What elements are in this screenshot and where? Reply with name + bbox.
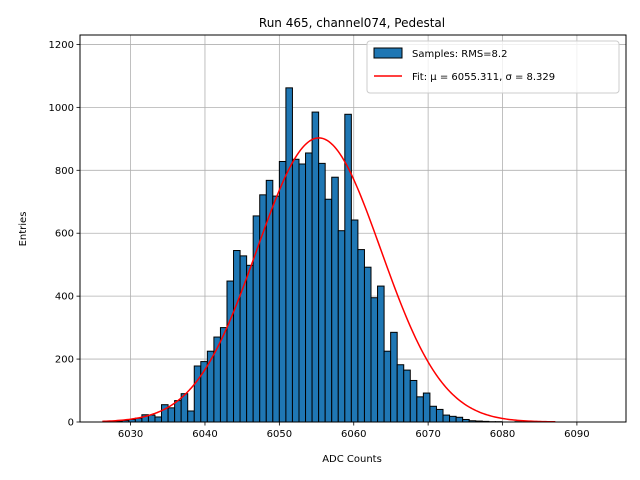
histogram-bar xyxy=(311,111,320,423)
histogram-bar xyxy=(213,336,221,423)
histogram-bar xyxy=(344,113,352,423)
x-tick-label: 6070 xyxy=(415,429,440,440)
histogram-bar xyxy=(298,163,307,423)
histogram-bar xyxy=(409,379,418,423)
histogram-bar xyxy=(278,160,287,423)
x-tick-label: 6050 xyxy=(267,429,292,440)
histogram-bar xyxy=(337,230,346,423)
histogram-bar xyxy=(318,162,326,423)
histogram-bar xyxy=(442,414,451,423)
histogram-bar xyxy=(455,416,464,423)
x-tick-label: 6080 xyxy=(490,429,515,440)
chart-title: Run 465, channel074, Pedestal xyxy=(259,16,445,30)
legend: Samples: RMS=8.2 Fit: μ = 6055.311, σ = … xyxy=(366,40,620,94)
y-axis-label: Entries xyxy=(18,212,29,247)
histogram-bar xyxy=(305,152,313,423)
fit-curve xyxy=(102,137,556,423)
legend-histogram-swatch xyxy=(373,47,403,59)
legend-fit-label: Fit: μ = 6055.311, σ = 8.329 xyxy=(412,72,555,83)
histogram-bar xyxy=(357,249,365,423)
histogram-bar xyxy=(370,297,379,423)
x-tick-label: 6090 xyxy=(564,429,589,440)
histogram-bar xyxy=(396,364,405,423)
histogram-bar xyxy=(174,400,182,423)
histogram-bar xyxy=(187,410,195,423)
y-tick-label: 1000 xyxy=(49,103,74,114)
histogram-bar xyxy=(272,195,280,423)
y-tick-label: 0 xyxy=(68,418,74,429)
y-tick-label: 400 xyxy=(55,292,74,303)
histogram-bar xyxy=(449,415,457,423)
histogram-bar xyxy=(252,215,261,423)
histogram-bar xyxy=(167,407,176,423)
x-axis-ticks: 6030 6040 6050 6060 6070 6080 6090 xyxy=(118,422,590,440)
x-tick-label: 6040 xyxy=(192,429,217,440)
histogram-bar xyxy=(416,396,424,423)
histogram-bar xyxy=(331,176,339,423)
histogram-bar xyxy=(233,250,241,423)
histogram-bar xyxy=(350,219,359,423)
histogram-bar xyxy=(383,350,392,423)
legend-histogram-label: Samples: RMS=8.2 xyxy=(412,49,507,60)
histogram-bar xyxy=(291,158,300,423)
histogram-bar xyxy=(390,331,398,423)
histogram-bar xyxy=(285,87,293,423)
histogram-bars xyxy=(115,87,523,423)
histogram-bar xyxy=(147,414,156,423)
histogram-bar xyxy=(429,405,437,423)
histogram-bar xyxy=(219,327,228,423)
x-axis-label: ADC Counts xyxy=(322,454,382,465)
histogram-bar xyxy=(377,285,385,423)
y-tick-label: 1200 xyxy=(49,40,74,51)
histogram-bar xyxy=(193,365,202,423)
y-tick-label: 800 xyxy=(55,166,74,177)
y-tick-label: 600 xyxy=(55,229,74,240)
histogram-bar xyxy=(206,350,215,423)
x-tick-label: 6030 xyxy=(118,429,143,440)
y-axis-ticks: 0 200 400 600 800 1000 1200 xyxy=(49,40,80,429)
histogram-bar xyxy=(259,194,267,423)
legend-box xyxy=(366,40,620,94)
histogram-bar xyxy=(246,264,254,423)
histogram-bar xyxy=(154,416,163,423)
x-tick-label: 6060 xyxy=(341,429,366,440)
histogram-bar xyxy=(363,266,372,423)
y-tick-label: 200 xyxy=(55,355,74,366)
plot-frame xyxy=(79,34,627,423)
histogram-bar xyxy=(435,408,444,423)
histogram-bar xyxy=(324,198,333,423)
histogram-bar xyxy=(403,369,411,423)
histogram-bar xyxy=(422,392,431,423)
histogram-bar xyxy=(226,280,235,423)
